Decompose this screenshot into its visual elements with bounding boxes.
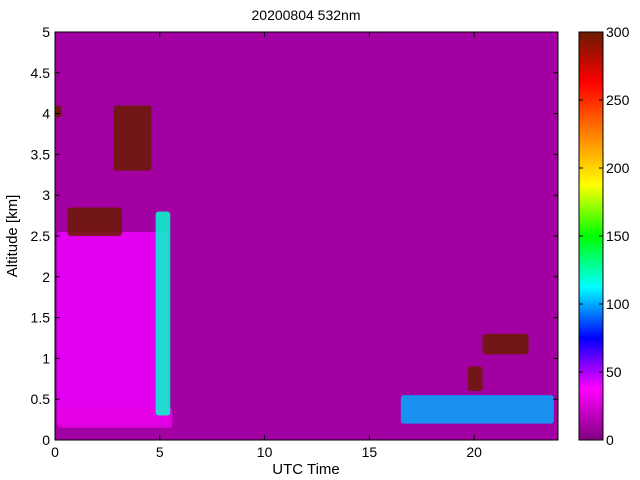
colorbar-tick-label: 0 xyxy=(606,432,614,448)
feature-aerosol-layer-2.6km xyxy=(67,207,123,236)
colorbar: 0 50 100 150 200 250 300 xyxy=(578,24,630,448)
feature-surface-layer-morning xyxy=(57,407,173,428)
x-tick-label: 20 xyxy=(466,444,482,460)
colorbar-tick-label: 100 xyxy=(606,296,630,312)
colorbar-ticks: 0 50 100 150 200 250 300 xyxy=(579,24,630,448)
plot-area xyxy=(54,31,559,441)
colorbar-tick-label: 150 xyxy=(606,228,630,244)
y-tick-label: 0.5 xyxy=(31,391,51,407)
y-tick-label: 0 xyxy=(42,432,50,448)
x-tick-label: 0 xyxy=(51,444,59,460)
colorbar-tick-label: 200 xyxy=(606,160,630,176)
colorbar-tick-label: 300 xyxy=(606,24,630,40)
y-tick-label: 1 xyxy=(42,350,50,366)
y-tick-label: 4 xyxy=(42,106,50,122)
plot-title: 20200804 532nm xyxy=(252,7,361,23)
feature-boundary-layer-morning xyxy=(57,231,169,424)
y-axis: 0 0.5 1 1.5 2 2.5 3 3.5 4 4.5 5 xyxy=(31,24,558,448)
feature-cloud-afternoon-high xyxy=(482,333,529,355)
colorbar-tick-label: 50 xyxy=(606,364,622,380)
feature-boundary-layer-afternoon xyxy=(400,395,554,424)
y-tick-label: 2 xyxy=(42,269,50,285)
backscatter-features xyxy=(55,105,554,428)
feature-cloud-4km-start xyxy=(55,105,62,118)
colorbar-tick-label: 250 xyxy=(606,92,630,108)
y-tick-label: 1.5 xyxy=(31,310,51,326)
x-tick-label: 5 xyxy=(156,444,164,460)
y-tick-label: 5 xyxy=(42,24,50,40)
y-tick-label: 2.5 xyxy=(31,228,51,244)
x-axis-label: UTC Time xyxy=(272,461,340,478)
x-tick-label: 10 xyxy=(257,444,273,460)
feature-cloud-edge-5.2h xyxy=(155,211,171,416)
feature-cloud-3.5-4km xyxy=(113,105,152,171)
x-axis: 0 5 10 15 20 xyxy=(51,32,482,460)
y-axis-label: Altitude [km] xyxy=(4,195,21,278)
y-tick-label: 4.5 xyxy=(31,65,51,81)
y-tick-label: 3.5 xyxy=(31,146,51,162)
x-tick-label: 15 xyxy=(362,444,378,460)
y-tick-label: 3 xyxy=(42,187,50,203)
feature-cloud-afternoon-low xyxy=(467,366,483,392)
